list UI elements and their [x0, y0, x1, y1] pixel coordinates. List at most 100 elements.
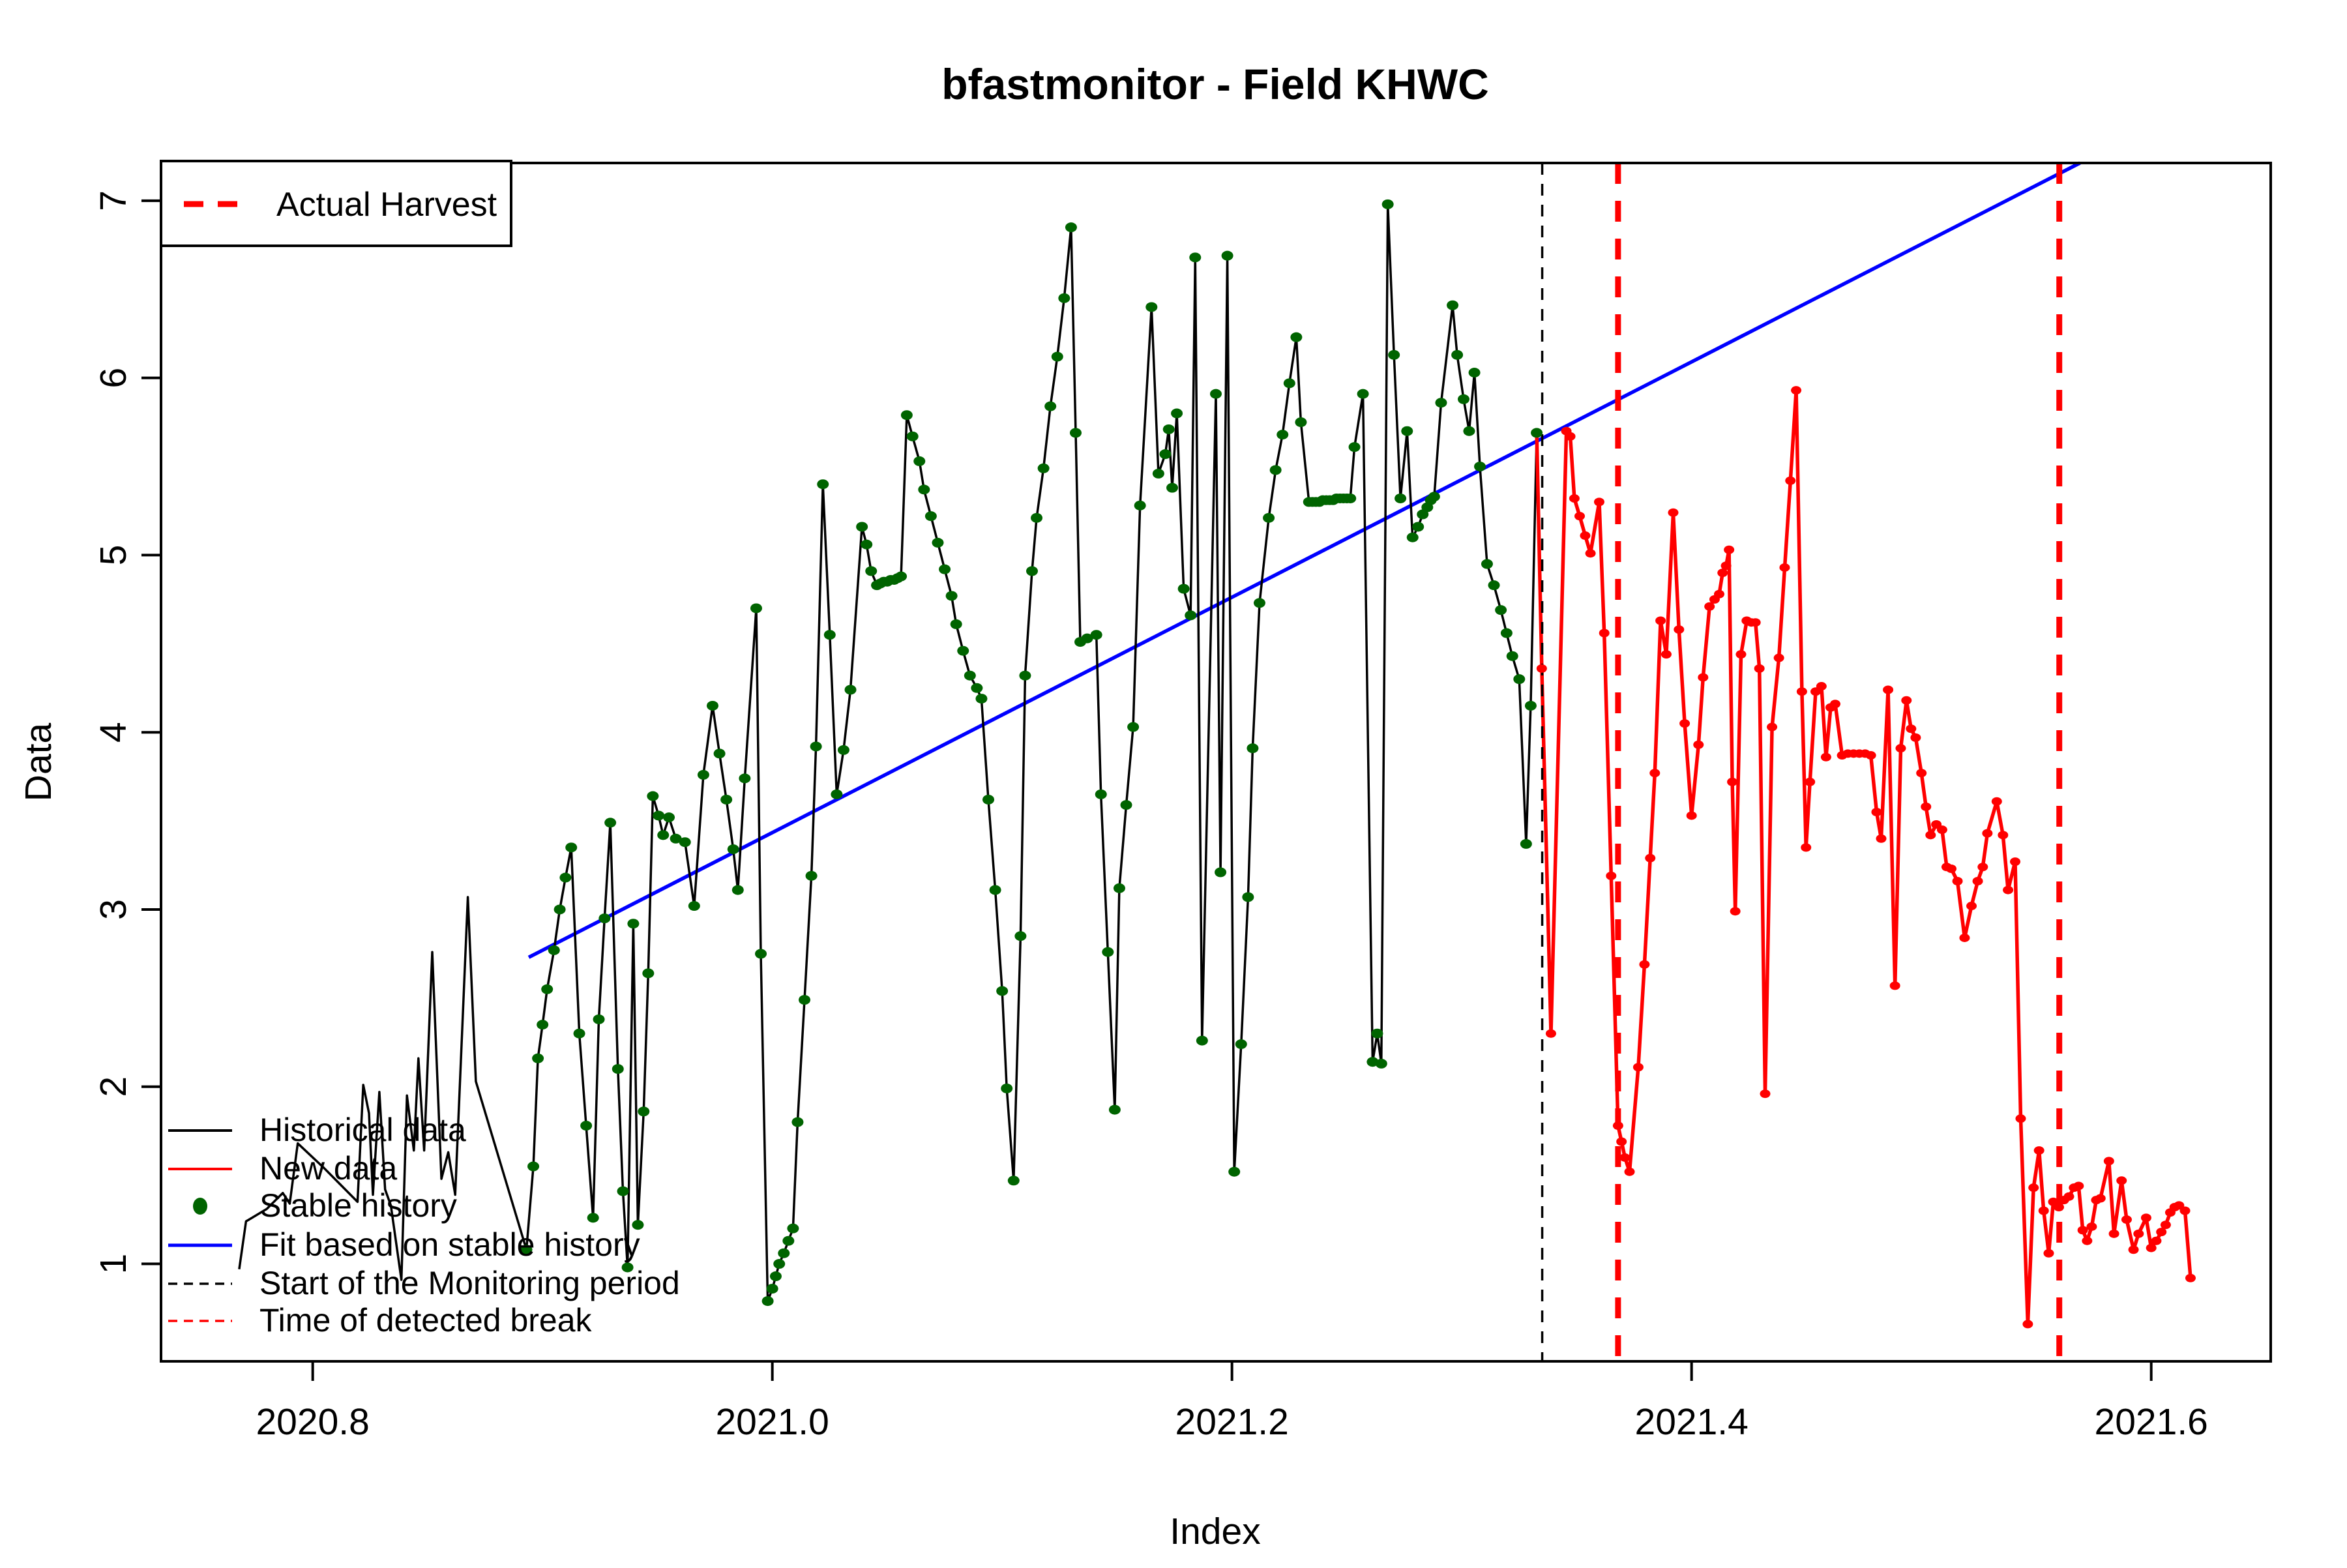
stable-history-point	[707, 700, 719, 711]
new-data-point	[1959, 933, 1970, 942]
stable-history-point	[1177, 584, 1190, 594]
stable-history-point	[532, 1053, 544, 1063]
stable-history-point	[1344, 493, 1357, 503]
stable-history-point	[1412, 522, 1424, 532]
new-data-point	[1906, 724, 1917, 733]
new-data-point	[1668, 508, 1679, 517]
stable-history-point	[823, 630, 836, 640]
stable-history-point	[782, 1235, 795, 1246]
stable-history-point	[1513, 674, 1526, 685]
stable-history-point	[1037, 463, 1050, 473]
new-data-point	[1679, 719, 1690, 728]
stable-history-point	[865, 566, 878, 576]
new-data-point	[1693, 740, 1704, 749]
stable-history-point	[573, 1028, 585, 1039]
stable-history-point	[924, 511, 937, 522]
stable-history-point	[731, 885, 744, 895]
y-tick-label: 4	[93, 722, 134, 743]
stable-history-point	[1524, 700, 1537, 711]
stable-history-point	[1506, 651, 1518, 661]
stable-history-point	[1247, 743, 1259, 754]
stable-history-point	[638, 1106, 650, 1117]
stable-history-point	[856, 522, 868, 532]
stable-history-point	[1090, 630, 1102, 640]
stable-history-point	[1531, 428, 1543, 438]
new-data-point	[1565, 432, 1576, 441]
stable-history-point	[653, 810, 665, 821]
stable-history-point	[750, 603, 762, 614]
x-tick-label: 2021.6	[2095, 1401, 2208, 1443]
stable-history-point	[670, 833, 682, 844]
new-data-point	[1883, 685, 1894, 694]
new-data-point	[1639, 960, 1650, 969]
stable-history-point	[1488, 580, 1500, 591]
new-data-point	[1754, 664, 1765, 673]
new-data-point	[1599, 629, 1610, 638]
stable-history-point	[720, 794, 733, 805]
stable-history-point	[1463, 426, 1475, 436]
stable-history-point	[688, 901, 700, 911]
stable-history-point	[727, 844, 739, 855]
legend-item-historical-data: Historical data	[259, 1112, 466, 1148]
x-tick-label: 2021.2	[1175, 1401, 1289, 1443]
stable-history-point	[537, 1020, 549, 1030]
stable-history-point	[1253, 598, 1265, 608]
new-data-point	[1649, 769, 1661, 778]
stable-history-point	[900, 410, 913, 421]
stable-history-point	[1295, 417, 1307, 428]
stable-history-point	[1113, 883, 1125, 893]
new-data-point	[1661, 650, 1672, 659]
stable-history-point	[844, 685, 857, 695]
new-data-point	[1655, 616, 1666, 625]
stable-history-point	[982, 794, 995, 805]
new-data-point	[1704, 602, 1715, 611]
stable-history-point	[604, 818, 617, 828]
new-data-point	[1735, 650, 1747, 659]
stable-history-point	[1481, 559, 1493, 569]
new-data-point	[1936, 825, 1947, 835]
new-data-point	[2140, 1213, 2151, 1222]
stable-history-point	[663, 812, 675, 823]
y-tick-label: 3	[93, 899, 134, 920]
stable-history-point	[1388, 349, 1400, 360]
x-tick-label: 2021.0	[715, 1401, 829, 1443]
stable-history-point	[520, 1245, 533, 1255]
new-data-point	[1805, 777, 1816, 786]
stable-history-point	[1451, 349, 1464, 360]
stable-history-point	[791, 1117, 804, 1127]
new-data-point	[1674, 625, 1685, 634]
stable-history-point	[787, 1223, 799, 1234]
stable-history-point	[769, 1271, 782, 1282]
new-data-point	[2156, 1228, 2167, 1237]
new-data-point	[2073, 1181, 2084, 1191]
new-data-point	[1865, 751, 1876, 760]
new-data-point	[2185, 1273, 2196, 1282]
new-data-point	[1820, 752, 1831, 762]
new-data-point	[1727, 777, 1738, 786]
new-data-point	[2063, 1192, 2074, 1201]
new-data-point	[1830, 700, 1841, 709]
new-data-point	[1730, 907, 1741, 916]
stable-history-point	[642, 968, 655, 979]
new-data-point	[1910, 733, 1921, 742]
new-data-point	[1536, 664, 1547, 673]
stable-history-point	[559, 872, 572, 883]
stable-history-point	[945, 591, 958, 601]
stable-history-point	[1242, 892, 1254, 902]
plot-area: 2020.8 2021.0 2021.2 2021.4 2021.6 1 2 3 4 5 6 7	[93, 161, 2272, 1443]
stable-history-point	[799, 995, 811, 1005]
new-data-point	[1998, 831, 2009, 840]
stable-history-point	[1171, 408, 1183, 419]
new-data-point	[1785, 476, 1796, 485]
stable-history-point	[975, 694, 988, 704]
stable-history-point	[739, 773, 751, 784]
new-data-point	[1779, 563, 1790, 572]
stable-history-point	[1381, 199, 1394, 209]
stable-history-point	[831, 789, 843, 799]
fit-line	[527, 161, 2081, 959]
stable-history-point	[1001, 1083, 1013, 1093]
stable-history-point	[939, 564, 951, 574]
stable-history-point	[1290, 332, 1303, 342]
stable-history-point	[713, 748, 726, 759]
